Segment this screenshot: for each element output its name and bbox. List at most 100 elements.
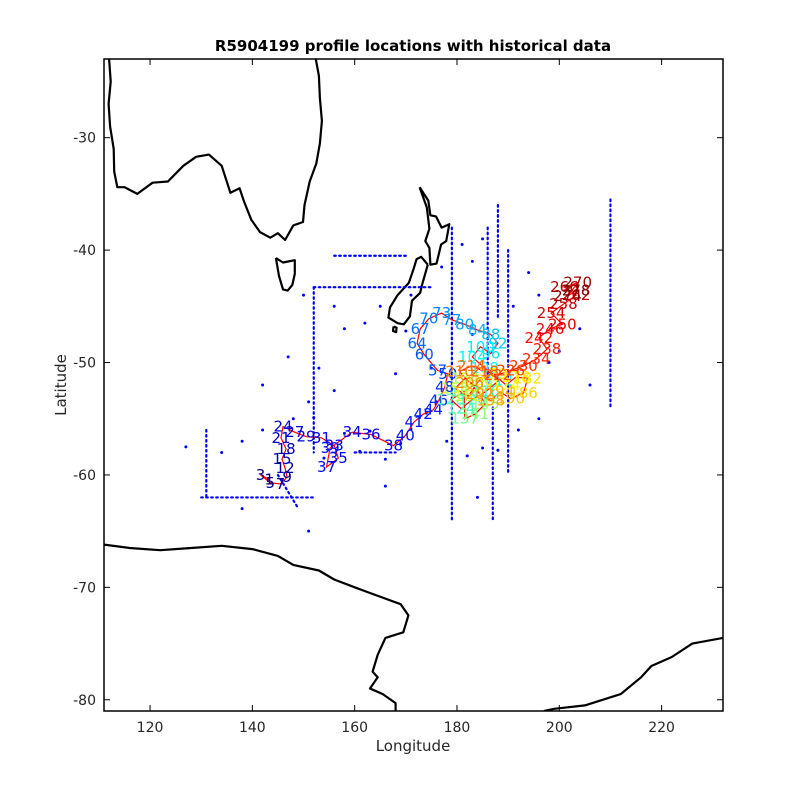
historical-point	[527, 271, 531, 275]
y-tick-label: -30	[73, 131, 96, 147]
historical-point	[496, 448, 500, 452]
profile-number-label: 262	[562, 286, 591, 304]
profile-number-label: 48	[435, 378, 454, 396]
profile-number-label: 198	[476, 392, 505, 410]
coastline-segment	[418, 186, 451, 266]
historical-point	[470, 259, 474, 263]
historical-point	[547, 361, 551, 365]
profile-number-label: 186	[509, 384, 538, 402]
x-axis-label: Longitude	[376, 737, 451, 755]
historical-point	[399, 441, 403, 445]
profile-number-label: 96	[481, 345, 500, 363]
profile-number-label: 137	[450, 410, 479, 428]
profile-number-label: 60	[415, 346, 434, 364]
historical-data-layer	[184, 198, 612, 533]
profile-number-label: 12	[276, 459, 295, 477]
historical-point	[460, 242, 464, 246]
profile-number-label: 145	[471, 395, 500, 413]
y-tick-label: -70	[73, 580, 96, 596]
historical-point	[557, 349, 561, 353]
profile-number-label: 29	[297, 428, 316, 446]
historical-point	[342, 327, 346, 331]
profile-number-label: 108	[470, 359, 499, 377]
historical-point	[383, 484, 387, 488]
historical-point	[286, 355, 290, 359]
profile-number-label: 92	[488, 334, 507, 352]
historical-point	[312, 416, 316, 420]
historical-point	[363, 321, 367, 325]
profile-number-label: 178	[501, 368, 530, 386]
profile-number-label: 35	[329, 449, 348, 467]
profile-number-label: 162	[454, 387, 483, 405]
profile-number-label: 150	[461, 377, 490, 395]
plot-frame	[103, 58, 724, 712]
profile-number-label: 258	[549, 295, 578, 313]
x-tick-label: 120	[137, 720, 164, 736]
profile-number-label: 73	[432, 304, 451, 322]
float-track-layer	[260, 281, 580, 485]
profile-number-label: 3	[256, 466, 266, 484]
historical-point	[404, 329, 408, 333]
historical-point	[240, 507, 244, 511]
profile-number-label: 141	[461, 405, 490, 423]
profile-number-label: 158	[441, 379, 470, 397]
profile-number-label: 166	[465, 372, 494, 390]
chart-title: R5904199 profile locations with historic…	[215, 37, 611, 55]
historical-point	[342, 431, 346, 435]
coastline-layer	[104, 59, 723, 711]
profile-number-label: 40	[396, 427, 415, 445]
profile-number-label: 230	[509, 357, 538, 375]
x-tick-label: 220	[648, 720, 675, 736]
historical-point	[481, 237, 485, 241]
historical-transect	[276, 473, 300, 510]
profile-number-label: 194	[486, 383, 515, 401]
profile-number-label: 70	[419, 310, 438, 328]
profile-number-label: 24	[274, 418, 293, 436]
historical-point	[578, 327, 582, 331]
profile-number-label: 120	[458, 391, 487, 409]
coastline-segment	[107, 59, 323, 242]
profile-number-label: 64	[408, 334, 427, 352]
profile-number-label: 104	[458, 348, 487, 366]
profile-number-label: 37	[317, 458, 336, 476]
x-tick-label: 180	[444, 720, 471, 736]
profile-number-label: 174	[492, 376, 521, 394]
profile-number-label: 88	[481, 325, 500, 343]
profile-number-label: 128	[437, 391, 466, 409]
x-tick-label: 140	[239, 720, 266, 736]
profile-number-label: 266	[550, 278, 579, 296]
profile-number-label: 170	[478, 365, 507, 383]
profile-number-label: 218	[470, 363, 499, 381]
historical-point	[220, 450, 224, 454]
profile-number-label: 80	[455, 315, 474, 333]
historical-point	[537, 293, 541, 297]
profile-number-label: 238	[533, 340, 562, 358]
historical-point	[368, 429, 372, 433]
historical-point	[383, 457, 387, 461]
profile-number-label: 210	[445, 363, 474, 381]
historical-point	[445, 439, 449, 443]
historical-point	[481, 446, 485, 450]
historical-point	[394, 372, 398, 376]
profile-number-label: 222	[484, 366, 513, 384]
profile-number-label: 274	[553, 287, 582, 305]
historical-point	[465, 454, 469, 458]
profile-number-label: 1	[264, 470, 274, 488]
x-tick-label: 200	[546, 720, 573, 736]
profile-number-label: 234	[522, 350, 551, 368]
profile-number-label: 84	[468, 321, 487, 339]
profile-number-label: 132	[450, 383, 479, 401]
profile-number-label: 278	[562, 282, 591, 300]
profile-number-label: 270	[563, 274, 592, 292]
coastline-segment	[274, 257, 296, 292]
profile-number-label: 154	[451, 369, 480, 387]
historical-point	[588, 383, 592, 387]
historical-point	[332, 389, 336, 393]
profile-number-label: 100	[466, 338, 495, 356]
coastline-segment	[391, 325, 398, 334]
profile-number-label: 246	[536, 320, 565, 338]
historical-point	[511, 304, 515, 308]
profile-number-label: 182	[513, 369, 542, 387]
historical-point	[240, 439, 244, 443]
